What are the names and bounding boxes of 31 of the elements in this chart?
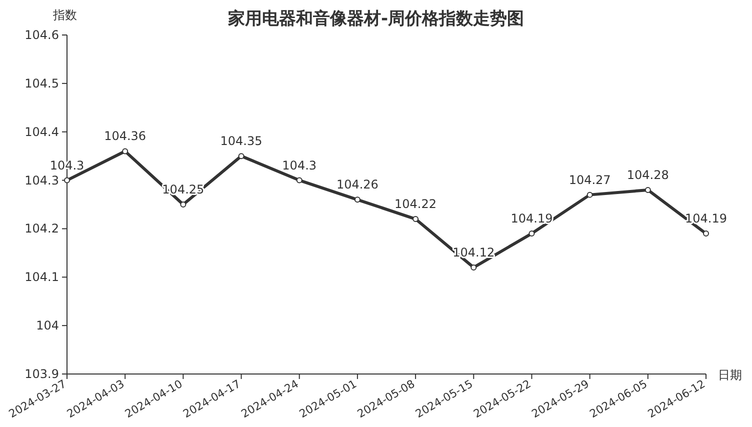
data-label: 104.36	[104, 129, 146, 144]
data-label: 104.26	[336, 178, 378, 192]
y-tick-label: 104.1	[24, 270, 59, 284]
point	[122, 148, 128, 154]
data-label: 104.35	[220, 134, 262, 148]
data-label: 104.28	[626, 168, 669, 182]
data-label: 104.22	[394, 197, 437, 212]
point	[296, 177, 302, 184]
point	[644, 186, 651, 193]
y-tick-label: 104.3	[24, 173, 59, 188]
point	[180, 202, 186, 208]
data-label: 104.27	[568, 172, 611, 187]
y-tick-label: 104.5	[24, 76, 59, 90]
y-tick-label: 104	[36, 318, 59, 333]
y-tick-label: 104.4	[24, 124, 59, 139]
point	[586, 192, 593, 198]
point	[354, 196, 360, 203]
point	[703, 230, 709, 237]
point	[64, 177, 70, 184]
data-label: 104.3	[282, 158, 317, 172]
point	[470, 264, 477, 270]
point	[528, 230, 535, 237]
chart-title: 家用电器和音像器材-周价格指数走势图	[226, 9, 524, 29]
data-label: 104.19	[510, 212, 553, 226]
y-tick-label: 104.2	[24, 222, 59, 236]
point	[238, 153, 244, 160]
y-tick-label: 104.6	[24, 28, 59, 42]
x-axis-title: 日期	[718, 368, 742, 382]
y-tick-label: 103.9	[24, 367, 59, 381]
point	[412, 216, 419, 222]
y-axis-title: 指数	[52, 8, 77, 22]
